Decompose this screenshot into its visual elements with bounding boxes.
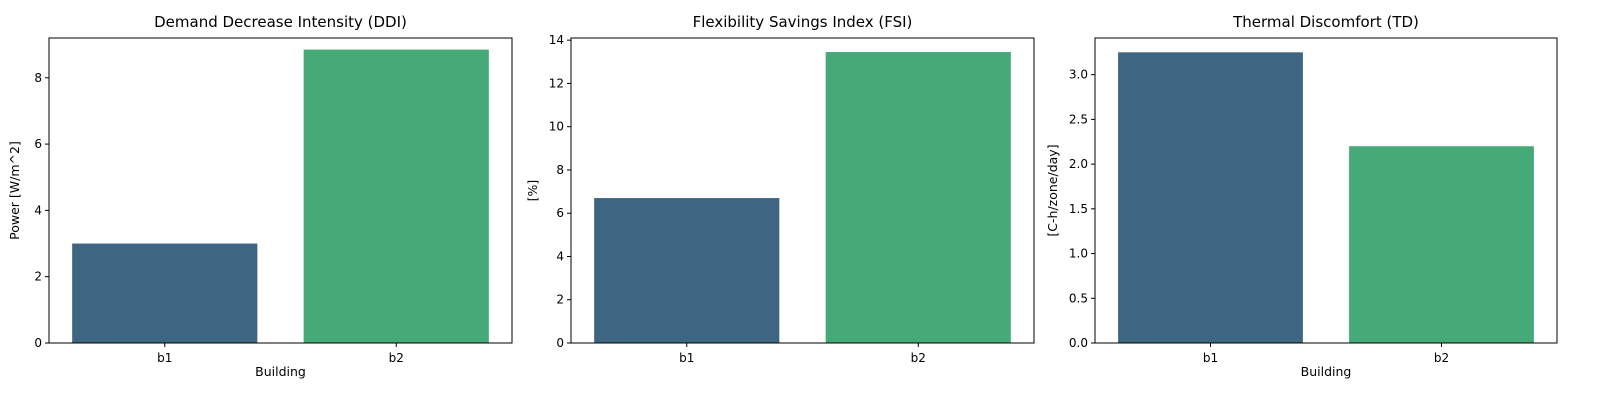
y-tick-label: 4 [556,249,564,263]
y-axis-label: Power [W/m^2] [7,141,22,240]
x-tick-label: b2 [911,351,926,365]
y-tick-label: 2 [556,293,564,307]
y-axis-label: [%] [525,180,540,202]
plot-frame [1094,37,1558,344]
y-tick-label: 14 [549,33,564,47]
y-tick-label: 1.0 [1069,247,1088,261]
x-tick-label: b1 [679,351,694,365]
y-axis-label: [C-h/zone/day] [1045,144,1060,236]
x-tick-label: b1 [1203,351,1218,365]
bar-b2 [825,52,1011,344]
y-tick-label: 2 [34,270,42,284]
y-tick-label: 3.0 [1069,68,1088,82]
chart-panel-2: 0 2 4 6 8 10 12 14 b1 b2 Flexibility Savings Index… [525,13,1035,365]
y-tick-label: 12 [549,76,564,90]
bar-b1 [72,243,258,343]
y-tick-label: 0.0 [1069,336,1088,350]
y-tick-label: 6 [556,206,564,220]
y-tick-label: 0.5 [1069,291,1088,305]
bar-b2 [303,49,489,343]
y-tick-label: 0 [556,336,564,350]
chart-title: Thermal Discomfort (TD) [1232,13,1419,31]
x-axis-label: Building [1301,364,1352,379]
chart-title: Flexibility Savings Index (FSI) [693,13,913,31]
y-tick-label: 1.5 [1069,202,1088,216]
y-tick-label: 10 [549,120,564,134]
chart-panel-3: 0.0 0.5 1.0 1.5 2.0 2.5 3.0 b1 b2 Thermal Discomf… [1045,13,1558,379]
y-tick-label: 6 [34,137,42,151]
plot-frame [570,37,1035,344]
x-axis-label: Building [255,364,306,379]
chart-panel-1: 0 2 4 6 8 b1 b2 Demand Decrease Intensity (DDI)… [7,13,513,379]
y-tick-label: 8 [34,71,42,85]
x-tick-label: b2 [1434,351,1449,365]
bar-b1 [1118,52,1303,343]
x-tick-label: b2 [389,351,404,365]
y-tick-label: 8 [556,163,564,177]
y-tick-label: 2.0 [1069,157,1088,171]
y-tick-label: 0 [34,336,42,350]
bar-b2 [1349,146,1534,343]
y-tick-label: 4 [34,203,42,217]
plot-frame [48,37,513,344]
bar-b1 [594,198,780,343]
x-tick-label: b1 [157,351,172,365]
y-tick-label: 2.5 [1069,112,1088,126]
chart-title: Demand Decrease Intensity (DDI) [154,13,407,31]
